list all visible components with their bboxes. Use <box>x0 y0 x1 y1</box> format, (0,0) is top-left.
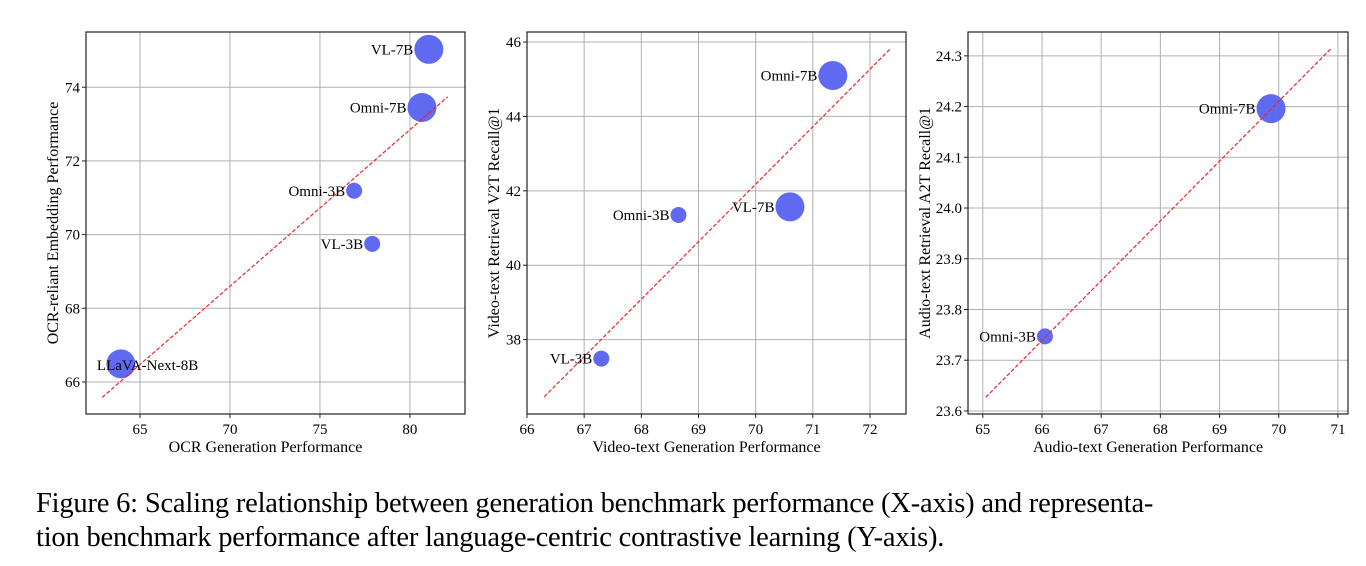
data-point-label: VL-3B <box>321 237 364 253</box>
x-tick-label: 70 <box>222 422 237 438</box>
y-tick-label: 46 <box>506 35 522 51</box>
x-tick-label: 69 <box>691 422 706 438</box>
y-tick-label: 24.3 <box>936 49 962 65</box>
y-tick-label: 44 <box>506 109 522 125</box>
data-point-label: Omni-3B <box>613 208 670 224</box>
caption-line-1: Figure 6: Scaling relationship between g… <box>36 488 1154 519</box>
y-tick-label: 24.2 <box>936 100 962 116</box>
x-tick-label: 67 <box>1094 422 1110 438</box>
x-tick-label: 67 <box>577 422 593 438</box>
x-tick-label: 71 <box>1330 422 1345 438</box>
x-tick-label: 72 <box>862 422 877 438</box>
y-tick-label: 38 <box>506 333 521 349</box>
data-point-label: Omni-7B <box>350 101 407 117</box>
x-tick-label: 65 <box>132 422 147 438</box>
x-tick-label: 75 <box>312 422 327 438</box>
y-axis-label: OCR-reliant Embedding Performance <box>45 102 62 345</box>
trendline <box>101 96 449 398</box>
y-tick-label: 74 <box>65 80 81 96</box>
x-tick-label: 65 <box>975 422 990 438</box>
axes-frame <box>85 31 466 415</box>
y-tick-label: 23.8 <box>936 302 962 318</box>
figure: 65 70 75 80 66 68 70 72 74 OCR Generation Perform… <box>45 31 1349 456</box>
y-tick-label: 23.9 <box>936 252 962 268</box>
data-point-label: VL-7B <box>371 42 414 58</box>
data-point-label: LLaVA-Next-8B <box>97 358 198 374</box>
y-tick-label: 23.7 <box>936 353 963 369</box>
x-tick-label: 71 <box>805 422 820 438</box>
trendline <box>543 48 891 398</box>
x-tick-label: 80 <box>402 422 417 438</box>
y-tick-label: 42 <box>506 184 521 200</box>
axes-frame <box>967 31 1349 415</box>
data-point <box>775 192 805 222</box>
data-point <box>670 207 687 224</box>
data-point <box>818 61 848 91</box>
data-point <box>593 350 610 367</box>
y-tick-label: 24.1 <box>936 150 962 166</box>
y-tick-label: 40 <box>506 258 521 274</box>
y-axis-label: Audio-text Retrieval A2T Recall@1 <box>917 107 934 339</box>
figure-caption: Figure 6: Scaling relationship between g… <box>36 487 1346 555</box>
data-point-label: Omni-7B <box>1199 102 1256 118</box>
y-axis-label: Video-text Retrieval V2T Recall@1 <box>486 108 503 338</box>
chart-panel-1: 65 70 75 80 66 68 70 72 74 OCR Generation Perform… <box>45 31 466 456</box>
caption-line-2: tion benchmark performance after languag… <box>36 522 945 553</box>
y-tick-label: 70 <box>65 228 80 244</box>
y-tick-label: 68 <box>65 301 80 317</box>
data-point-label: VL-3B <box>550 352 593 368</box>
x-tick-label: 66 <box>1034 422 1050 438</box>
axes-frame <box>526 31 907 415</box>
chart-panel-3: 65 66 67 68 69 70 71 23.6 23.7 23.8 23.9 24.0 24.1 24… <box>917 31 1349 456</box>
data-point <box>106 349 136 379</box>
data-point <box>1036 328 1053 345</box>
y-tick-label: 24.0 <box>936 201 962 217</box>
x-axis-label: Video-text Generation Performance <box>592 439 820 456</box>
x-tick-label: 68 <box>634 422 649 438</box>
x-tick-label: 66 <box>520 422 536 438</box>
x-axis-label: OCR Generation Performance <box>169 439 363 456</box>
data-point <box>414 34 444 64</box>
x-tick-label: 68 <box>1153 422 1168 438</box>
x-axis-label: Audio-text Generation Performance <box>1033 439 1263 456</box>
x-tick-label: 70 <box>1271 422 1286 438</box>
data-point <box>407 93 437 123</box>
x-tick-label: 70 <box>748 422 763 438</box>
data-point <box>364 235 381 252</box>
trendline <box>985 48 1332 398</box>
x-tick-label: 69 <box>1212 422 1227 438</box>
data-point-label: Omni-3B <box>288 184 345 200</box>
y-tick-label: 23.6 <box>936 404 963 420</box>
data-point-label: Omni-3B <box>979 329 1036 345</box>
y-tick-label: 66 <box>65 375 81 391</box>
data-point-label: VL-7B <box>732 200 775 216</box>
y-tick-label: 72 <box>65 154 80 170</box>
chart-panel-2: 66 67 68 69 70 71 72 38 40 42 44 46 Video-text Gener… <box>486 31 907 456</box>
data-point-label: Omni-7B <box>761 69 818 85</box>
data-point <box>346 182 363 199</box>
